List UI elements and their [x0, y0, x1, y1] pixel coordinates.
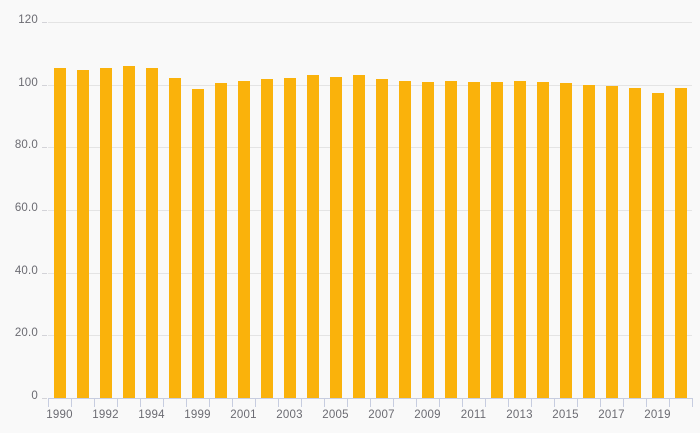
bar[interactable] [513, 81, 526, 398]
bar[interactable] [352, 75, 365, 398]
gridline [48, 84, 692, 86]
bar[interactable] [99, 68, 112, 398]
bar[interactable] [674, 88, 687, 398]
bar[interactable] [191, 89, 204, 398]
bar[interactable] [145, 67, 158, 398]
y-axis-tick-mark [42, 84, 47, 86]
x-axis-tick-mark [94, 398, 95, 407]
y-axis-tick-mark [42, 398, 47, 399]
y-axis-tick-label-text: 120 [18, 14, 38, 26]
x-axis-tick-mark [209, 398, 210, 407]
x-axis-tick-label: 1999 [184, 409, 211, 421]
y-axis-tick-label-text: 80.0 [14, 139, 38, 152]
x-axis-tick-mark [347, 398, 348, 407]
x-axis-tick-label: 2011 [460, 409, 487, 421]
x-axis-tick-mark [324, 398, 325, 407]
y-axis-tick-mark [42, 147, 47, 149]
y-axis-tick-mark [42, 272, 47, 274]
bar[interactable] [122, 65, 135, 398]
bar[interactable] [53, 68, 66, 398]
bar[interactable] [76, 70, 89, 398]
x-axis-tick-mark [669, 398, 670, 407]
bar[interactable] [283, 77, 296, 398]
x-axis-tick-mark [278, 398, 279, 407]
x-axis-tick-label: 2013 [506, 409, 533, 421]
bar[interactable] [467, 81, 480, 398]
y-axis-tick-label-text: 20.0 [14, 327, 38, 340]
x-axis-tick-mark [393, 398, 394, 407]
x-axis-tick-mark [48, 398, 49, 407]
bar[interactable] [559, 82, 572, 398]
bar[interactable] [260, 79, 273, 398]
x-axis-tick-mark [71, 398, 72, 407]
x-axis-tick-mark [508, 398, 509, 407]
bar[interactable] [490, 81, 503, 398]
x-axis-tick-mark [577, 398, 578, 407]
x-axis-tick-label: 2007 [368, 409, 395, 421]
x-axis-tick-mark [600, 398, 601, 407]
y-axis-tick-label-text: 0 [31, 390, 38, 402]
bar[interactable] [237, 80, 250, 398]
x-axis-tick-mark [140, 398, 141, 407]
y-axis-tick-label-text: 60.0 [14, 202, 38, 214]
x-axis-tick-mark [623, 398, 624, 407]
x-axis-tick-mark [232, 398, 233, 407]
x-axis-tick-mark [692, 398, 693, 407]
gridline [48, 210, 692, 211]
x-axis-tick-label: 2019 [644, 409, 671, 421]
bar[interactable] [306, 74, 319, 398]
y-axis-tick-mark [42, 335, 47, 337]
bar[interactable] [214, 82, 227, 398]
y-axis-tick-mark [42, 22, 47, 23]
gridline [48, 147, 692, 149]
gridline [48, 22, 692, 23]
bar[interactable] [444, 80, 457, 398]
x-axis-tick-mark [117, 398, 118, 407]
x-axis-tick-mark [163, 398, 164, 407]
x-axis-tick-mark [370, 398, 371, 407]
x-axis-tick-label: 1994 [138, 409, 165, 421]
y-axis-tick-mark [42, 210, 47, 211]
bar[interactable] [329, 77, 342, 398]
x-axis-tick-mark [186, 398, 187, 407]
x-axis-tick-mark [301, 398, 302, 407]
x-axis-tick-mark [531, 398, 532, 407]
x-axis-tick-mark [416, 398, 417, 407]
x-axis-tick-label: 2001 [230, 409, 257, 421]
bar[interactable] [375, 79, 388, 398]
x-axis-tick-mark [439, 398, 440, 407]
x-axis-tick-label: 2017 [598, 409, 625, 421]
bar[interactable] [628, 87, 641, 398]
gridline [48, 272, 692, 274]
x-axis-tick-label: 2005 [322, 409, 349, 421]
x-axis-tick-label: 1990 [46, 409, 73, 421]
gridline [48, 335, 692, 337]
x-axis-tick-label: 2015 [552, 409, 579, 421]
bar[interactable] [605, 86, 618, 398]
y-axis-tick-label-text: 100 [18, 76, 38, 89]
plot-area [48, 22, 692, 398]
x-axis-tick-label: 2009 [414, 409, 441, 421]
x-axis-tick-label: 2003 [276, 409, 303, 421]
bar[interactable] [536, 81, 549, 398]
bar[interactable] [168, 78, 181, 398]
x-axis-tick-mark [462, 398, 463, 407]
x-axis-tick-label: 1992 [92, 409, 119, 421]
x-axis-tick-mark [554, 398, 555, 407]
x-axis-tick-mark [646, 398, 647, 407]
x-axis-tick-mark [255, 398, 256, 407]
y-axis-tick-label-text: 40.0 [14, 264, 38, 277]
bar[interactable] [421, 81, 434, 398]
bar[interactable] [582, 84, 595, 398]
bar[interactable] [398, 80, 411, 398]
bar[interactable] [651, 93, 664, 398]
x-axis-tick-mark [485, 398, 486, 407]
